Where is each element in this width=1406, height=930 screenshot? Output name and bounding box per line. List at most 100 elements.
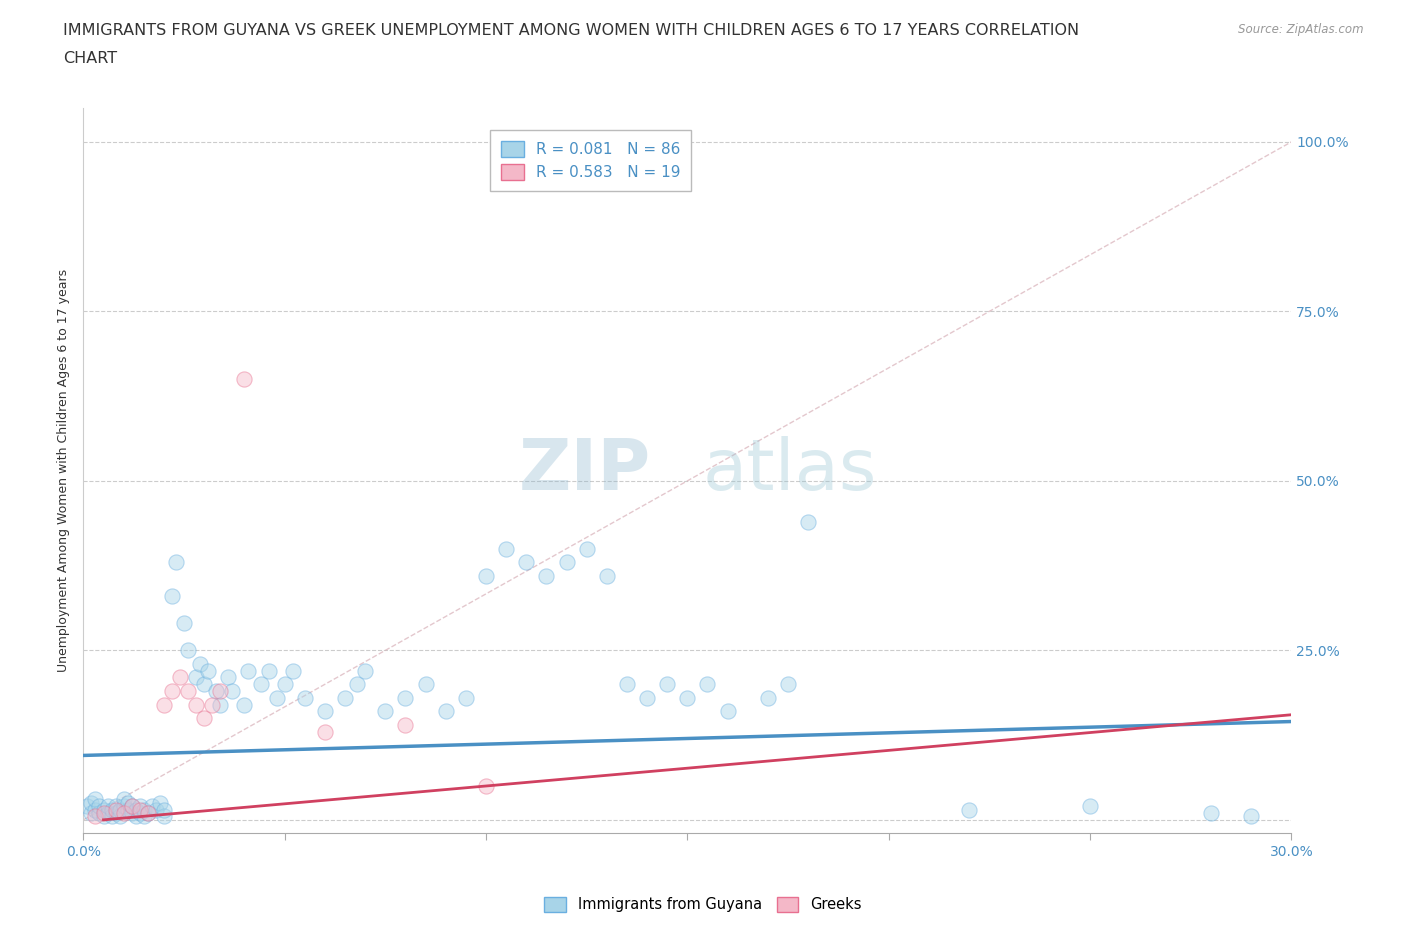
Point [121,799,143,814]
Point [454,690,477,705]
Point [141,799,163,814]
Point [108,809,131,824]
Point [149,795,172,810]
Point [84,792,107,807]
Point [128,805,150,820]
Point [177,684,200,698]
Point [233,372,256,387]
Point [132,809,155,824]
Point [153,698,176,712]
Point [636,690,658,705]
Point [233,698,256,712]
Point [132,803,155,817]
Text: IMMIGRANTS FROM GUYANA VS GREEK UNEMPLOYMENT AMONG WOMEN WITH CHILDREN AGES 6 TO: IMMIGRANTS FROM GUYANA VS GREEK UNEMPLOY… [63,23,1080,38]
Point [89,799,111,814]
Point [121,805,143,820]
Point [160,684,183,698]
Point [193,677,215,692]
Point [374,704,396,719]
Point [394,690,416,705]
Point [193,711,215,725]
Point [173,616,195,631]
Point [209,684,232,698]
Point [84,809,107,824]
Point [153,809,176,824]
Point [249,677,271,692]
Point [797,514,820,529]
Point [776,677,799,692]
Point [84,803,107,817]
Point [657,677,679,692]
Point [112,805,135,820]
Point [266,690,288,705]
Point [121,799,143,814]
Y-axis label: Unemployment Among Women with Children Ages 6 to 17 years: Unemployment Among Women with Children A… [58,269,70,672]
Point [145,803,167,817]
Point [515,555,537,570]
Point [153,803,176,817]
Point [616,677,638,692]
Point [294,690,316,705]
Point [475,568,498,583]
Point [188,657,211,671]
Point [217,670,239,684]
Point [346,677,368,692]
Point [104,803,127,817]
Point [273,677,295,692]
Text: ZIP: ZIP [519,436,651,505]
Point [108,803,131,817]
Point [117,803,139,817]
Point [696,677,718,692]
Text: CHART: CHART [63,51,117,66]
Point [184,698,207,712]
Point [177,643,200,658]
Point [128,803,150,817]
Point [112,792,135,807]
Point [475,778,498,793]
Point [495,541,517,556]
Point [434,704,457,719]
Point [136,805,159,820]
Point [957,803,980,817]
Point [112,799,135,814]
Point [314,704,336,719]
Text: atlas: atlas [703,436,877,505]
Point [354,663,377,678]
Point [136,805,159,820]
Legend: Immigrants from Guyana, Greeks: Immigrants from Guyana, Greeks [538,891,868,918]
Point [197,663,219,678]
Legend: R = 0.081   N = 86, R = 0.583   N = 19: R = 0.081 N = 86, R = 0.583 N = 19 [491,130,692,191]
Point [80,805,103,820]
Point [201,698,224,712]
Point [128,799,150,814]
Point [93,805,115,820]
Point [536,568,558,583]
Point [104,799,127,814]
Point [76,799,98,814]
Point [100,809,122,824]
Point [415,677,437,692]
Point [238,663,260,678]
Point [676,690,699,705]
Point [209,698,232,712]
Point [169,670,191,684]
Point [314,724,336,739]
Point [184,670,207,684]
Point [100,803,122,817]
Point [165,555,187,570]
Point [756,690,779,705]
Point [160,589,183,604]
Point [1078,799,1101,814]
Point [125,809,148,824]
Point [333,690,356,705]
Point [93,809,115,824]
Point [596,568,619,583]
Point [93,803,115,817]
Point [555,555,578,570]
Point [117,795,139,810]
Point [89,805,111,820]
Text: Source: ZipAtlas.com: Source: ZipAtlas.com [1239,23,1364,36]
Point [1199,805,1222,820]
Point [205,684,228,698]
Point [125,803,148,817]
